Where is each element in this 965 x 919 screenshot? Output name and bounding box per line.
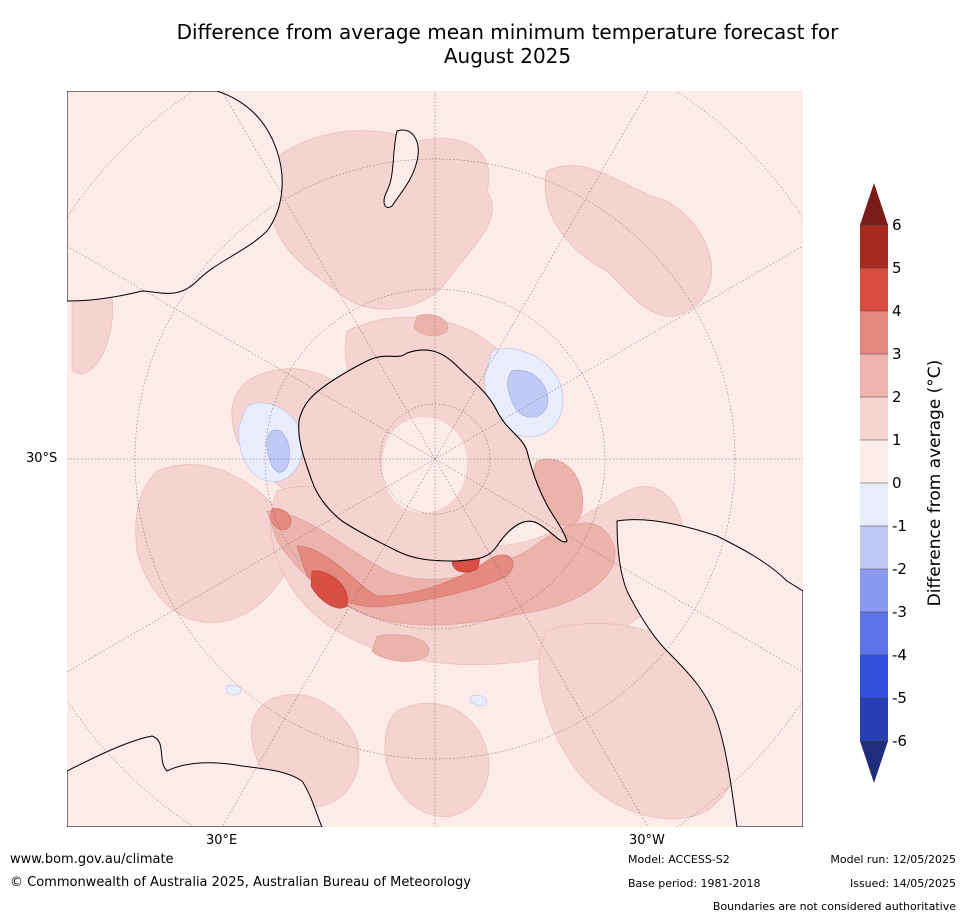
colorbar-segment	[860, 311, 888, 354]
colorbar-segment	[860, 698, 888, 741]
colorbar-segment	[860, 440, 888, 483]
polar-map	[67, 91, 803, 827]
colorbar-tick-label: 5	[892, 259, 902, 277]
colorbar-segment	[860, 397, 888, 440]
colorbar: 6 5 4 3 2 1 0 -1 -2 -3 -4 -5 -6 Difference from avera…	[850, 180, 960, 790]
disclaimer-text: Boundaries are not considered authoritat…	[712, 900, 956, 913]
copyright-text: © Commonwealth of Australia 2025, Austra…	[10, 875, 471, 890]
title-line-1: Difference from average mean minimum tem…	[176, 20, 839, 44]
colorbar-under-arrow	[860, 741, 888, 783]
colorbar-tick-label: 2	[892, 388, 902, 406]
new-zealand-outline	[383, 129, 419, 208]
map-title: Difference from average mean minimum tem…	[0, 20, 965, 68]
anomaly-cool-1-2	[266, 369, 549, 473]
graticule	[67, 91, 803, 827]
continents	[67, 91, 803, 827]
colorbar-tick-label: 1	[892, 431, 902, 449]
colorbar-segment	[860, 225, 888, 268]
colorbar-segment	[860, 612, 888, 655]
colorbar-graphic: 6 5 4 3 2 1 0 -1 -2 -3 -4 -5 -6 Difference from avera…	[860, 183, 945, 783]
australia-outline	[67, 91, 283, 302]
colorbar-tick-label: 4	[892, 302, 902, 320]
colorbar-label: Difference from average (°C)	[925, 360, 945, 607]
colorbar-segment	[860, 354, 888, 397]
colorbar-tick-label: 6	[892, 216, 902, 234]
lat-label-30s: 30°S	[26, 451, 58, 466]
colorbar-segment	[860, 268, 888, 311]
colorbar-tick-label: -3	[892, 603, 907, 621]
base-period-text: Base period: 1981-2018	[628, 877, 761, 890]
colorbar-segment	[860, 569, 888, 612]
colorbar-segment	[860, 526, 888, 569]
issued-text: Issued: 14/05/2025	[849, 877, 956, 890]
colorbar-over-arrow	[860, 183, 888, 225]
colorbar-tick-label: -5	[892, 689, 907, 707]
colorbar-tick-label: -1	[892, 517, 907, 535]
model-run-text: Model run: 12/05/2025	[830, 853, 956, 866]
colorbar-segment	[860, 655, 888, 698]
colorbar-segment	[860, 483, 888, 526]
model-text: Model: ACCESS-S2	[628, 853, 730, 866]
africa-outline	[67, 735, 323, 827]
title-line-2: August 2025	[443, 44, 572, 68]
south-america-outline	[616, 519, 803, 827]
colorbar-tick-label: -6	[892, 732, 907, 750]
colorbar-tick-label: 0	[892, 474, 902, 492]
website-link[interactable]: www.bom.gov.au/climate	[10, 852, 174, 867]
colorbar-tick-label: -2	[892, 560, 907, 578]
lon-label-30w: 30°W	[629, 833, 665, 848]
lon-label-30e: 30°E	[206, 833, 238, 848]
colorbar-tick-label: 3	[892, 345, 902, 363]
anomaly-warm-3-4	[270, 508, 514, 608]
colorbar-tick-label: -4	[892, 646, 907, 664]
